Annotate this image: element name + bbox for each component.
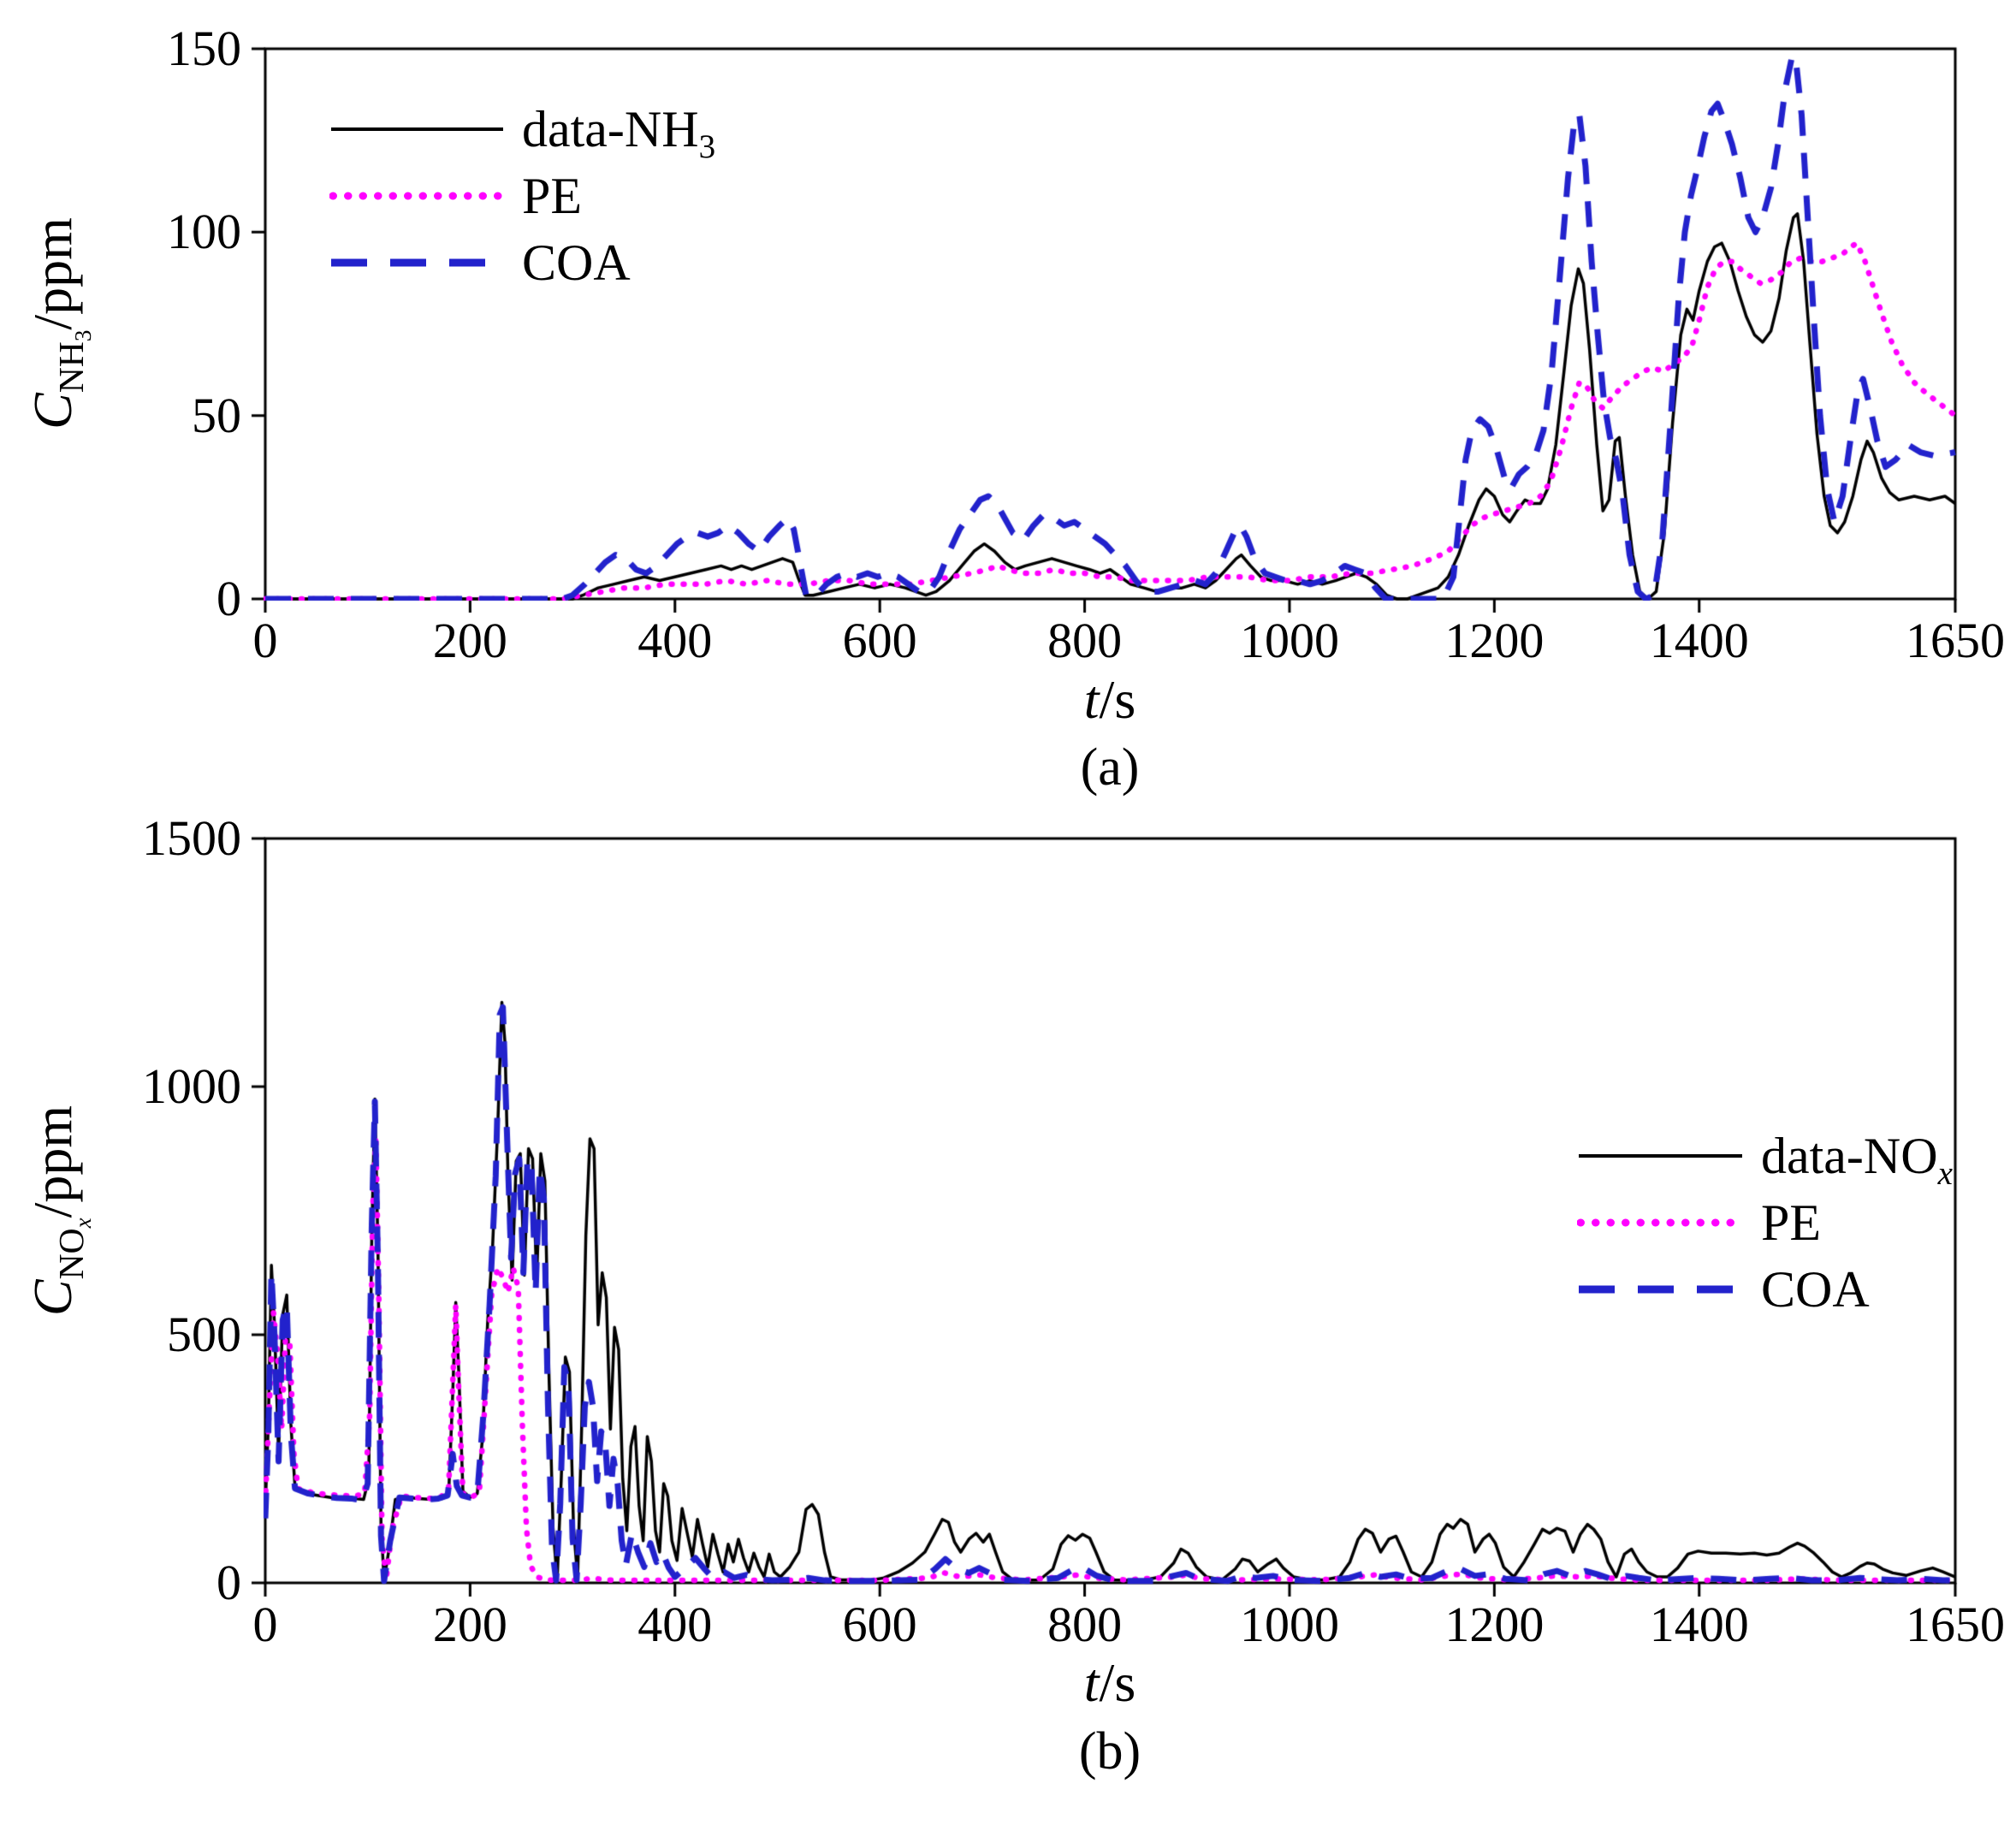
legend-label-data-nh3: data-NH3 bbox=[522, 101, 716, 165]
x-tick-label: 1200 bbox=[1444, 1597, 1545, 1652]
xlabel-a-symbol: t bbox=[1083, 669, 1100, 730]
x-tick-label: 400 bbox=[637, 1597, 713, 1652]
ylabel-a-subsub: 3 bbox=[69, 329, 96, 342]
x-tick-label: 200 bbox=[432, 1597, 507, 1652]
ylabel-b-subsub: x bbox=[69, 1218, 96, 1229]
ylabel-a-symbol: C bbox=[21, 393, 83, 430]
caption-a: (a) bbox=[1080, 738, 1140, 797]
y-tick-label: 500 bbox=[167, 1307, 241, 1362]
legend-label-pe-a: PE bbox=[522, 168, 583, 224]
x-tick-label: 800 bbox=[1047, 1597, 1123, 1652]
legend-a: data-NH3 PE COA bbox=[329, 96, 715, 296]
y-tick-label: 50 bbox=[192, 387, 241, 443]
legend-line-solid-icon bbox=[331, 127, 503, 131]
y-tick-label: 1000 bbox=[142, 1058, 241, 1114]
caption-b: (b) bbox=[1078, 1722, 1141, 1781]
x-tick-label: 1200 bbox=[1444, 613, 1545, 668]
y-tick-label: 100 bbox=[167, 204, 241, 260]
ylabel-b-unit: /ppm bbox=[21, 1105, 83, 1218]
x-tick-label: 400 bbox=[637, 613, 713, 668]
xlabel-b-unit: /s bbox=[1099, 1652, 1136, 1713]
x-tick-label: 1400 bbox=[1649, 1597, 1749, 1652]
x-tick-label: 1000 bbox=[1239, 613, 1339, 668]
ylabel-b-sub: NO bbox=[50, 1228, 91, 1280]
y-axis-label-a: CNH3/ppm bbox=[21, 217, 96, 430]
legend-line-solid-icon bbox=[1579, 1154, 1742, 1158]
x-tick-label: 1400 bbox=[1649, 613, 1749, 668]
legend-item-data-nox: data-NOx bbox=[1577, 1123, 1953, 1192]
legend-item-coa-a: COA bbox=[329, 229, 715, 296]
legend-label-coa-b: COA bbox=[1761, 1261, 1870, 1318]
legend-line-dotted-icon bbox=[329, 192, 505, 200]
legend-label-data-nox: data-NOx bbox=[1761, 1128, 1953, 1192]
x-tick-label: 1650 bbox=[1906, 1597, 2005, 1652]
x-tick-label: 200 bbox=[432, 613, 507, 668]
xlabel-b-symbol: t bbox=[1083, 1652, 1100, 1713]
y-axis-label-b: CNOx/ppm bbox=[21, 1105, 96, 1317]
legend-item-data-nh3: data-NH3 bbox=[329, 96, 715, 163]
legend-item-coa-b: COA bbox=[1577, 1256, 1953, 1323]
ylabel-b-symbol: C bbox=[21, 1279, 83, 1317]
y-tick-label: 0 bbox=[216, 1555, 241, 1610]
legend-b: data-NOx PE COA bbox=[1577, 1123, 1953, 1323]
x-tick-label: 0 bbox=[252, 613, 278, 668]
y-tick-label: 1500 bbox=[142, 810, 241, 866]
x-tick-label: 0 bbox=[252, 1597, 278, 1652]
x-tick-label: 600 bbox=[842, 613, 917, 668]
y-tick-label: 150 bbox=[167, 21, 241, 76]
ylabel-a-unit: /ppm bbox=[21, 217, 83, 330]
x-tick-label: 600 bbox=[842, 1597, 917, 1652]
ylabel-a-sub: NH bbox=[50, 341, 91, 394]
x-tick-label: 800 bbox=[1047, 613, 1123, 668]
legend-label-coa-a: COA bbox=[522, 234, 631, 291]
legend-line-dashed-icon bbox=[331, 258, 503, 267]
y-tick-label: 0 bbox=[216, 571, 241, 626]
legend-line-dashed-icon bbox=[1579, 1285, 1742, 1294]
legend-item-pe-b: PE bbox=[1577, 1189, 1953, 1256]
x-tick-label: 1650 bbox=[1906, 613, 2005, 668]
legend-label-pe-b: PE bbox=[1761, 1194, 1822, 1251]
x-tick-label: 1000 bbox=[1239, 1597, 1339, 1652]
x-axis-label-a: t/s bbox=[1083, 669, 1136, 730]
xlabel-a-unit: /s bbox=[1099, 669, 1136, 730]
x-axis-label-b: t/s bbox=[1083, 1652, 1136, 1713]
legend-line-dotted-icon bbox=[1577, 1218, 1744, 1227]
legend-item-pe-a: PE bbox=[329, 163, 715, 229]
